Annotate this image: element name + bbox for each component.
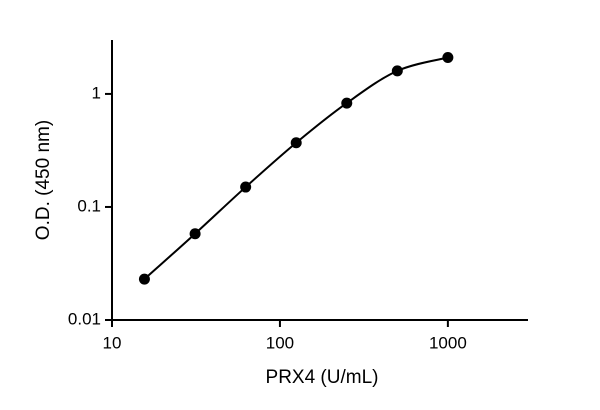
data-point [138,273,150,285]
y-axis-label: O.D. (450 nm) [33,120,54,240]
data-point [189,228,201,240]
data-point [391,65,403,77]
data-point [341,97,353,109]
y-tick-label: 0.01 [68,309,101,328]
x-tick-label: 100 [266,333,294,352]
y-tick-label: 1 [92,83,101,102]
data-point [290,137,302,149]
x-tick-label: 10 [103,333,122,352]
x-tick-label: 1000 [429,333,467,352]
y-tick-label: 0.1 [77,196,101,215]
data-point [240,181,252,193]
data-point [442,52,454,64]
fit-curve [143,56,449,280]
x-axis-label: PRX4 (U/mL) [266,367,379,388]
